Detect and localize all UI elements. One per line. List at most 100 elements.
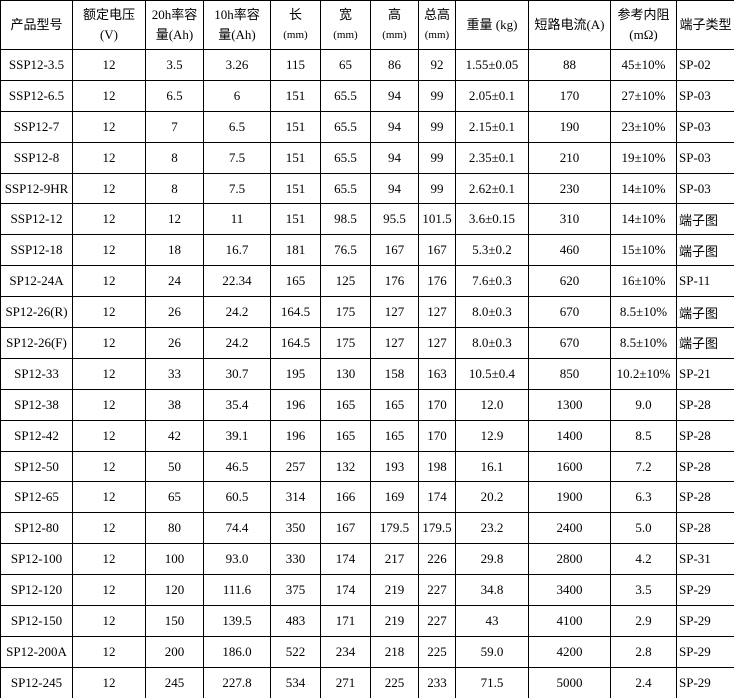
table-cell: 2.15±0.1: [455, 110, 529, 143]
table-cell: 12: [72, 141, 146, 174]
table-cell: 167: [370, 234, 419, 267]
table-cell: 195: [270, 357, 321, 390]
table-cell: 139.5: [203, 605, 271, 637]
table-row: SP12-245 12 245 227.8 534 271 225 233 71.5 5000 2.…: [0, 666, 734, 698]
table-cell: 8.5: [610, 419, 677, 452]
table-cell: 12: [72, 296, 146, 329]
table-cell: SP-28: [676, 450, 734, 483]
table-cell: 4.2: [610, 543, 677, 576]
table-cell: 151: [270, 172, 321, 205]
header-text: 参考内阻: [617, 7, 670, 22]
header-text: 量(Ah): [218, 27, 256, 42]
table-cell: 7: [145, 110, 204, 143]
table-cell: 8.5±10%: [610, 296, 677, 329]
table-cell: 12: [72, 605, 146, 637]
table-cell: 99: [418, 79, 456, 112]
table-cell: 375: [270, 574, 321, 607]
table-cell: 164.5: [270, 296, 321, 329]
table-cell: 174: [320, 543, 371, 576]
table-cell: 850: [528, 357, 611, 390]
table-cell: 1600: [528, 450, 611, 483]
header-text: 产品型号: [10, 17, 63, 32]
table-cell: 330: [270, 543, 321, 576]
table-cell: 23.2: [455, 512, 529, 545]
table-cell: 2800: [528, 543, 611, 576]
table-cell: 94: [370, 141, 419, 174]
table-cell: 12: [72, 481, 146, 514]
table-cell: 65.5: [320, 79, 371, 112]
table-cell: 29.8: [455, 543, 529, 576]
table-cell: 16.7: [203, 234, 271, 267]
table-cell: SP12-100: [0, 543, 73, 576]
table-cell: 26: [145, 296, 204, 329]
table-cell: 534: [270, 666, 321, 698]
table-cell: 60.5: [203, 481, 271, 514]
table-cell: 12: [72, 49, 146, 81]
table-cell: 16±10%: [610, 265, 677, 298]
header-text: (mm): [283, 29, 308, 41]
table-cell: 12: [72, 574, 146, 607]
table-cell: 151: [270, 141, 321, 174]
table-cell: 174: [320, 574, 371, 607]
header-cell: 高 (mm): [370, 0, 419, 50]
header-cell: 宽 (mm): [320, 0, 371, 50]
table-cell: 12: [72, 265, 146, 298]
table-cell: 3.26: [203, 49, 271, 81]
table-row: SP12-150 12 150 139.5 483 171 219 227 43 4100 2.9 S…: [0, 605, 734, 637]
table-cell: 196: [270, 419, 321, 452]
table-cell: 12: [72, 543, 146, 576]
table-row: SP12-120 12 120 111.6 375 174 219 227 34.8 3400 3.…: [0, 574, 734, 607]
table-cell: SP12-80: [0, 512, 73, 545]
table-cell: SSP12-12: [0, 203, 73, 236]
table-cell: 50: [145, 450, 204, 483]
table-cell: 42: [145, 419, 204, 452]
table-cell: 179.5: [370, 512, 419, 545]
table-cell: 1.55±0.05: [455, 49, 529, 81]
table-cell: 271: [320, 666, 371, 698]
table-cell: 39.1: [203, 419, 271, 452]
table-cell: 27±10%: [610, 79, 677, 112]
table-cell: 14±10%: [610, 172, 677, 205]
table-cell: 219: [370, 574, 419, 607]
table-cell: 2.8: [610, 635, 677, 668]
table-cell: 217: [370, 543, 419, 576]
header-text: 额定电压: [82, 7, 135, 22]
table-cell: 35.4: [203, 388, 271, 421]
table-cell: 130: [320, 357, 371, 390]
table-cell: 179.5: [418, 512, 456, 545]
table-cell: 233: [418, 666, 456, 698]
table-cell: 92: [418, 49, 456, 81]
table-cell: 24: [145, 265, 204, 298]
table-cell: 33: [145, 357, 204, 390]
table-cell: 170: [418, 419, 456, 452]
table-cell: SP-28: [676, 481, 734, 514]
table-cell: 127: [370, 327, 419, 359]
table-cell: SP-28: [676, 388, 734, 421]
table-cell: 196: [270, 388, 321, 421]
table-cell: 165: [270, 265, 321, 298]
table-cell: 175: [320, 296, 371, 329]
table-row: SP12-80 12 80 74.4 350 167 179.5 179.5 23.2 2400 5…: [0, 512, 734, 545]
table-cell: SSP12-6.5: [0, 79, 73, 112]
table-cell: 74.4: [203, 512, 271, 545]
table-cell: 115: [270, 49, 321, 81]
table-cell: 193: [370, 450, 419, 483]
table-cell: SP-29: [676, 635, 734, 668]
table-cell: 210: [528, 141, 611, 174]
table-cell: 24.2: [203, 327, 271, 359]
table-cell: 12: [72, 110, 146, 143]
table-cell: 12.9: [455, 419, 529, 452]
table-cell: 245: [145, 666, 204, 698]
header-text: 重量 (kg): [466, 17, 518, 32]
table-cell: 12: [72, 419, 146, 452]
header-cell: 产品型号: [0, 0, 73, 50]
table-cell: SP12-150: [0, 605, 73, 637]
table-cell: 175: [320, 327, 371, 359]
table-cell: 1400: [528, 419, 611, 452]
header-text: (mm): [382, 29, 407, 41]
table-row: SSP12-9HR 12 8 7.5 151 65.5 94 99 2.62±0.1 230 14±…: [0, 172, 734, 205]
table-cell: 98.5: [320, 203, 371, 236]
table-cell: 7.6±0.3: [455, 265, 529, 298]
table-cell: SP-31: [676, 543, 734, 576]
table-cell: 12: [145, 203, 204, 236]
